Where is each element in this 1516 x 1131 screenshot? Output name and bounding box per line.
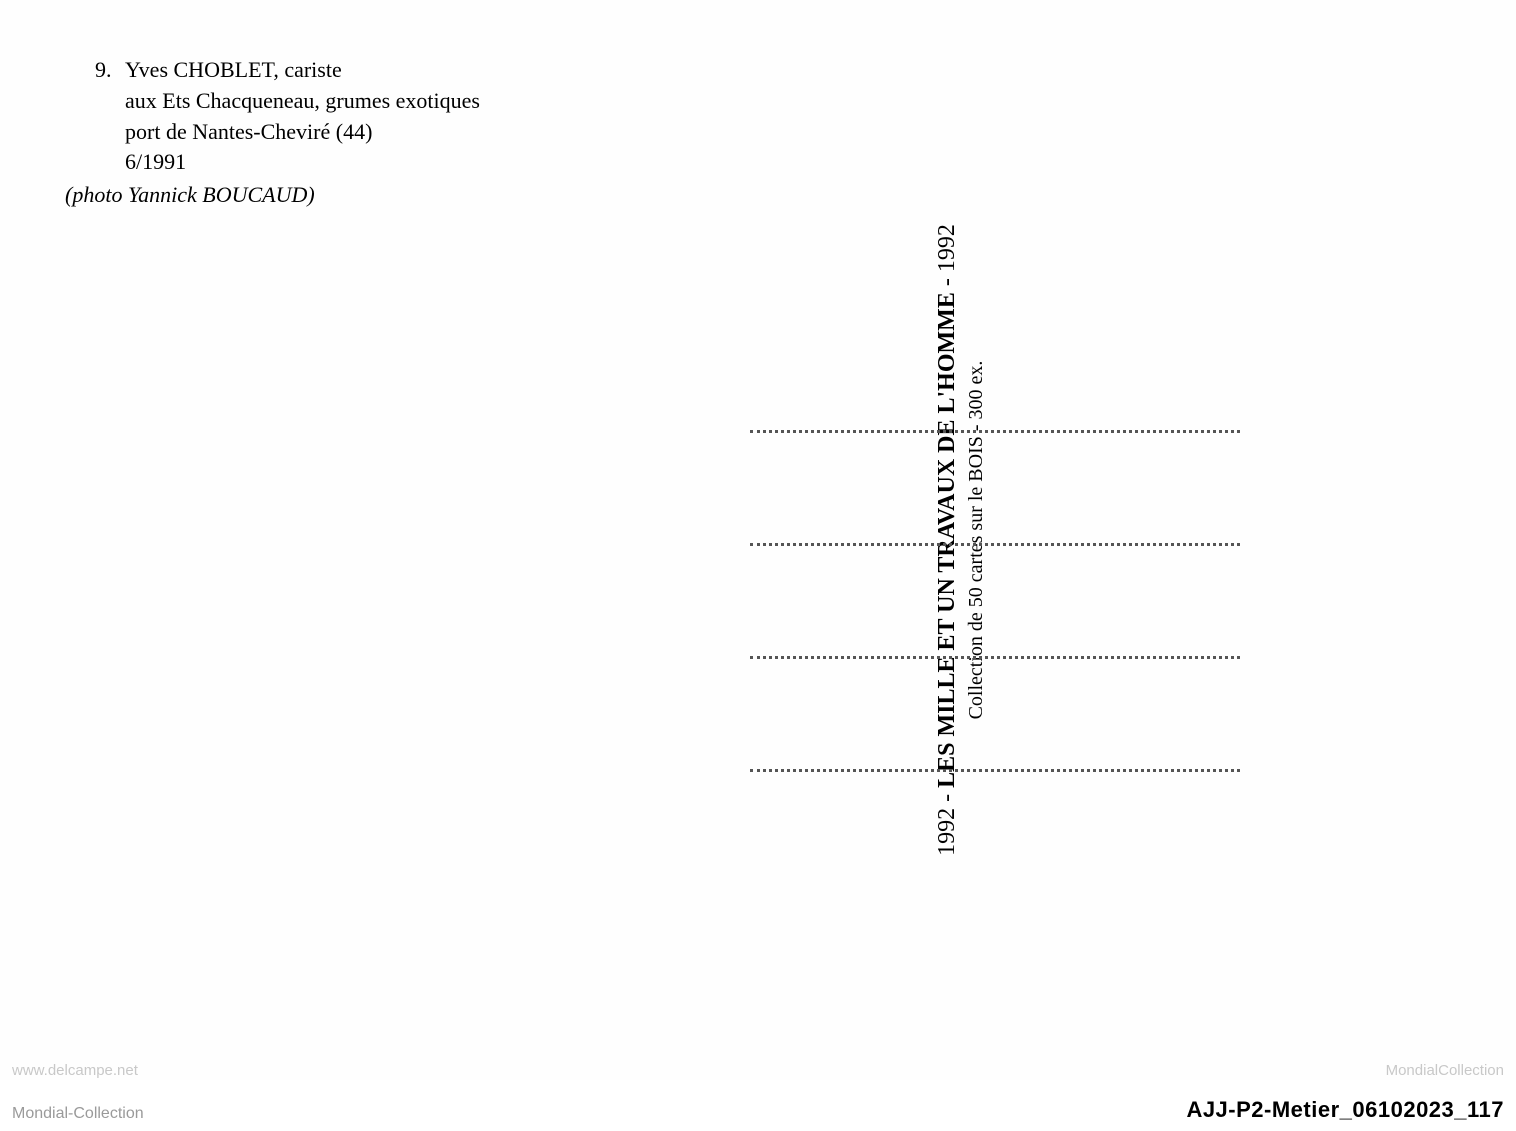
postcard-back: 9.Yves CHOBLET, cariste aux Ets Chacquen…	[0, 0, 1516, 1080]
footer: Mondial-Collection AJJ-P2-Metier_0610202…	[0, 1091, 1516, 1131]
caption-line-2: aux Ets Chacqueneau, grumes exotiques	[125, 86, 480, 117]
address-lines-area	[750, 430, 1240, 882]
caption-number: 9.	[95, 55, 125, 86]
address-line-3	[750, 656, 1240, 659]
watermark-left: www.delcampe.net	[12, 1062, 138, 1079]
address-line-4	[750, 769, 1240, 772]
footer-left-text: Mondial-Collection	[12, 1105, 144, 1123]
address-line-2	[750, 543, 1240, 546]
photo-credit: (photo Yannick BOUCAUD)	[65, 180, 480, 211]
caption-line-1: 9.Yves CHOBLET, cariste	[95, 55, 480, 86]
year-suffix: - 1992	[934, 224, 960, 292]
caption-block: 9.Yves CHOBLET, cariste aux Ets Chacquen…	[95, 55, 480, 211]
footer-right-text: AJJ-P2-Metier_06102023_117	[1186, 1097, 1504, 1123]
address-line-1	[750, 430, 1240, 433]
caption-line-4: 6/1991	[125, 147, 480, 178]
caption-text-1: Yves CHOBLET, cariste	[125, 57, 342, 82]
caption-line-3: port de Nantes-Cheviré (44)	[125, 117, 480, 148]
watermark-right: MondialCollection	[1386, 1062, 1504, 1079]
